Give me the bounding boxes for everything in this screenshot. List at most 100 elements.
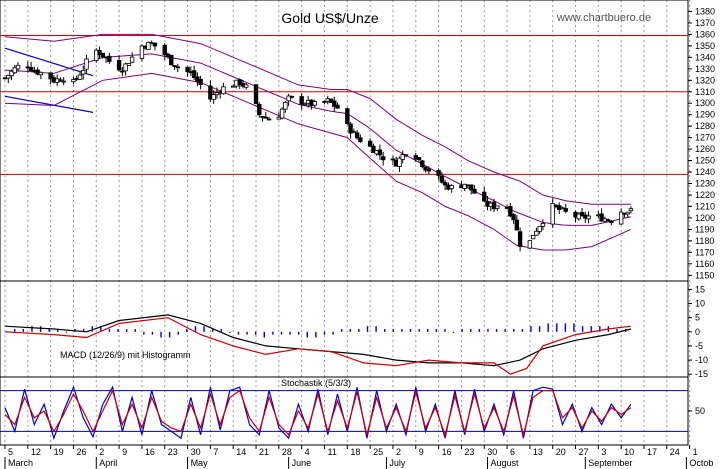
- candle-body: [354, 132, 360, 139]
- candle-body: [472, 188, 477, 194]
- candle-body: [289, 95, 295, 98]
- candle-body: [335, 104, 340, 109]
- stochastic-line: [4, 388, 632, 437]
- macd-histogram-bar: [452, 331, 455, 333]
- candle-body: [61, 80, 66, 83]
- price-y-label: 1220: [695, 190, 715, 200]
- macd-histogram-bar: [495, 329, 498, 332]
- macd-histogram-bar: [470, 329, 472, 332]
- macd-histogram-bar: [590, 326, 592, 332]
- candle-body: [527, 240, 533, 249]
- candle-body: [221, 86, 226, 95]
- x-day-label: 17: [647, 447, 657, 457]
- chart-title: Gold US$/Unze: [281, 10, 378, 26]
- x-day-label: 2: [396, 447, 401, 457]
- macd-histogram-bar: [384, 329, 386, 332]
- x-day-label: 6: [510, 447, 515, 457]
- candle-body: [530, 234, 536, 240]
- price-y-label: 1380: [695, 6, 715, 16]
- macd-histogram-bar: [392, 329, 395, 332]
- x-month-label: July: [389, 458, 406, 468]
- price-y-label: 1200: [695, 213, 715, 223]
- macd-histogram-bar: [461, 329, 463, 332]
- candle-body: [550, 202, 555, 225]
- macd-histogram-bar: [125, 329, 128, 332]
- candle-body: [628, 208, 634, 212]
- candle-body: [175, 66, 180, 69]
- x-month-label: March: [8, 458, 33, 468]
- x-day-label: 16: [442, 447, 452, 457]
- candle-body: [605, 219, 611, 222]
- macd-histogram-bar: [349, 329, 352, 332]
- candle-body: [162, 44, 167, 56]
- x-day-label: 7: [213, 447, 218, 457]
- candle-body: [211, 94, 216, 100]
- candle-body: [129, 56, 135, 63]
- candle-body: [77, 74, 83, 80]
- candle-body: [462, 183, 467, 189]
- candle-body: [107, 55, 112, 62]
- x-month-label: August: [491, 458, 520, 468]
- candle-body: [517, 231, 523, 247]
- macd-histogram-bar: [513, 329, 515, 332]
- candle-body: [283, 101, 288, 110]
- candle-body: [139, 45, 145, 60]
- macd-histogram-bar: [211, 329, 214, 332]
- x-day-label: 20: [556, 447, 566, 457]
- candle-body: [299, 96, 304, 105]
- macd-histogram-bar: [315, 331, 317, 338]
- price-horizontal-lines: [0, 35, 688, 175]
- price-y-label: 1230: [695, 179, 715, 189]
- macd-histogram-bar: [487, 329, 489, 332]
- macd-histogram-bar: [616, 329, 618, 332]
- candle-body: [38, 71, 44, 76]
- macd-histogram-bar: [530, 326, 532, 332]
- macd-histogram-bar: [143, 331, 145, 335]
- candle-body: [81, 69, 86, 75]
- candle-body: [28, 67, 34, 72]
- macd-histogram-bar: [108, 329, 111, 332]
- candle-body: [12, 67, 17, 74]
- macd-histogram-bar: [39, 326, 42, 332]
- macd-histogram-bar: [366, 326, 369, 332]
- x-month-label: September: [588, 458, 632, 468]
- candle-body: [397, 157, 402, 168]
- macd-y-label: 5: [695, 313, 700, 323]
- x-month-label: June: [292, 458, 312, 468]
- candle-body: [540, 223, 546, 227]
- x-day-label: 9: [419, 447, 424, 457]
- x-day-label: 10: [624, 447, 634, 457]
- macd-histogram-bar: [556, 323, 558, 332]
- candle-body: [237, 79, 242, 86]
- stochastic-label: Stochastik (5/3/3): [281, 378, 351, 388]
- candle-body: [534, 230, 539, 236]
- candle-body: [514, 219, 520, 231]
- candle-body: [416, 157, 422, 161]
- macd-histogram-bar: [160, 331, 162, 338]
- candle-body: [100, 52, 106, 58]
- candle-body: [286, 95, 291, 102]
- candle-body: [491, 201, 497, 210]
- macd-histogram-bar: [599, 326, 601, 332]
- candle-body: [152, 42, 158, 47]
- macd-histogram-bar: [418, 329, 420, 332]
- candle-body: [185, 66, 190, 73]
- x-day-label: 24: [670, 447, 680, 457]
- candle-body: [94, 49, 99, 62]
- candle-body: [84, 58, 89, 70]
- x-day-label: 23: [168, 447, 178, 457]
- macd-histogram-bar: [168, 331, 171, 338]
- price-y-label: 1170: [695, 247, 714, 257]
- trendlines: [4, 47, 94, 113]
- candle-body: [420, 160, 425, 167]
- candle-body: [576, 213, 581, 220]
- macd-y-label: 10: [695, 299, 705, 309]
- x-month-label: May: [191, 458, 209, 468]
- candle-body: [380, 156, 386, 161]
- bollinger-upper: [4, 33, 631, 205]
- price-y-label: 1340: [695, 52, 715, 62]
- macd-histogram: [14, 323, 627, 338]
- candle-body: [537, 226, 542, 232]
- candle-body: [253, 84, 259, 104]
- price-y-label: 1260: [695, 144, 715, 154]
